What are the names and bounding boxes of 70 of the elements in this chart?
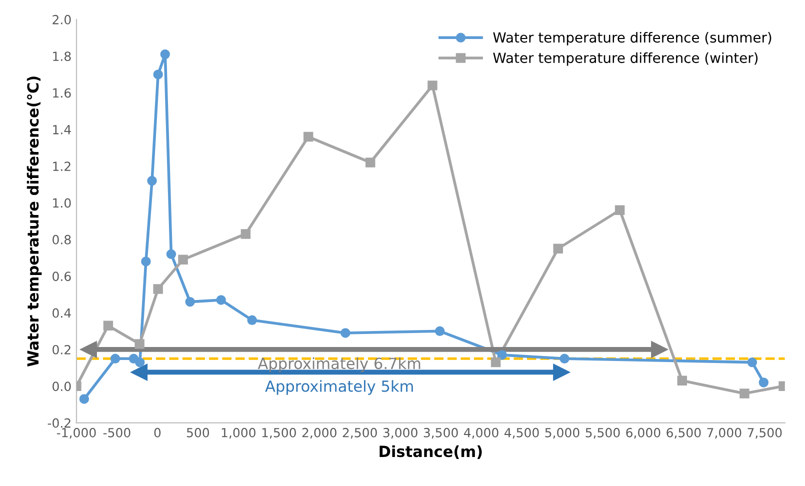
point xyxy=(490,357,501,368)
x-tick-label: 1,000 xyxy=(222,428,256,439)
y-tick-label: 2.0 xyxy=(52,14,71,24)
point xyxy=(185,296,195,307)
y-tick-label: 1.6 xyxy=(53,88,71,98)
annotation: Approximately 5km xyxy=(265,380,413,395)
point xyxy=(553,364,570,381)
point xyxy=(758,378,769,388)
x-tick-label: 6,500 xyxy=(666,428,701,439)
point xyxy=(141,256,151,266)
y-tick-label: 1.0 xyxy=(53,198,71,208)
legend-label: Water temperature difference (winter) xyxy=(493,52,758,66)
point xyxy=(614,205,625,215)
point xyxy=(747,357,758,368)
point xyxy=(247,315,257,326)
y-tick-label: 0.4 xyxy=(52,308,71,318)
point xyxy=(651,341,668,358)
point xyxy=(740,388,750,398)
x-tick-label: 0 xyxy=(154,428,161,438)
x-tick-label: 3,500 xyxy=(424,428,458,439)
annotation: Approximately 6.7km xyxy=(258,357,420,372)
x-tick-label: 4,000 xyxy=(464,428,498,439)
point xyxy=(134,339,144,349)
x-tick-label: 2,000 xyxy=(302,428,336,439)
x-tick-label: 6,000 xyxy=(626,428,660,439)
point xyxy=(160,49,170,60)
x-tick-label: 5,500 xyxy=(586,428,620,439)
x-tick-label: 1,500 xyxy=(262,428,296,439)
point xyxy=(80,341,97,358)
point xyxy=(340,328,350,338)
point xyxy=(428,80,438,90)
y-tick-label: 0.0 xyxy=(52,382,71,392)
point xyxy=(497,350,507,360)
point xyxy=(103,320,114,331)
point xyxy=(434,326,445,336)
x-tick-label: 5,000 xyxy=(545,428,580,439)
point xyxy=(79,394,90,404)
y-tick-label: 0.6 xyxy=(52,272,71,282)
point xyxy=(166,249,176,259)
legend-label: Water temperature difference (summer) xyxy=(493,32,772,46)
point xyxy=(366,158,376,168)
point xyxy=(553,244,563,254)
x-tick-label: -500 xyxy=(103,428,130,438)
x-tick-label: 4,500 xyxy=(504,428,539,439)
point xyxy=(178,254,188,264)
point xyxy=(153,70,163,80)
y-tick-label: 1.4 xyxy=(53,125,71,134)
point xyxy=(216,295,226,305)
x-axis-title: Distance(m) xyxy=(380,445,482,459)
y-tick-label: 1.8 xyxy=(53,52,71,62)
point xyxy=(147,176,157,186)
y-tick-label: 0.2 xyxy=(52,344,70,354)
y-axis-title: Water temperature difference(℃) xyxy=(26,76,42,367)
y-tick-label: 0.8 xyxy=(52,234,71,244)
y-tick-label: -0.2 xyxy=(48,418,70,428)
x-tick-label: 500 xyxy=(186,428,210,438)
x-tick-label: 7,500 xyxy=(748,428,782,439)
point xyxy=(135,357,145,368)
x-tick-label: 2,500 xyxy=(342,428,377,439)
point xyxy=(677,376,687,386)
point xyxy=(130,364,148,381)
point xyxy=(110,354,120,364)
y-tick-label: 1.2 xyxy=(53,162,70,171)
x-tick-label: 3,000 xyxy=(383,428,418,439)
point xyxy=(153,284,163,294)
point xyxy=(560,354,570,364)
point xyxy=(303,132,314,142)
point xyxy=(240,229,251,239)
x-tick-label: 7,000 xyxy=(707,428,742,439)
x-tick-label: -1,000 xyxy=(56,428,96,439)
